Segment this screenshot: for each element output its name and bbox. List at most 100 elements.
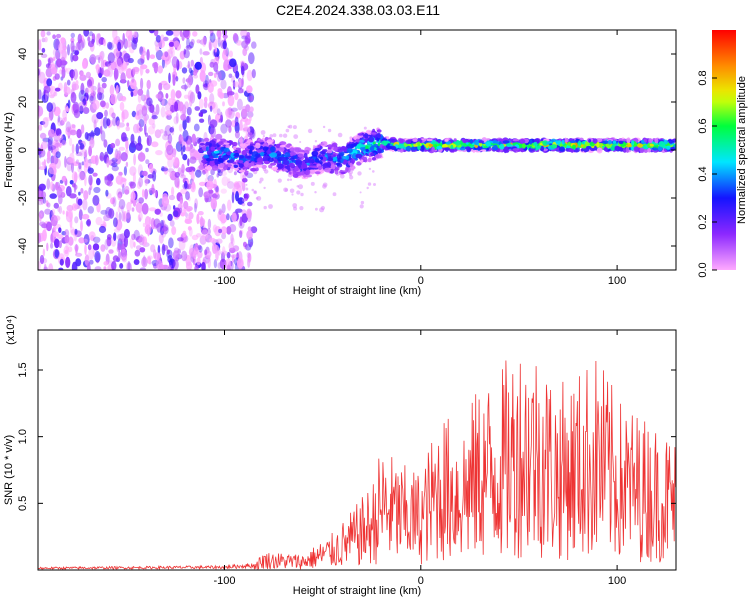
ridge-cell: [561, 140, 565, 145]
y-tick-label: 0: [17, 147, 29, 153]
noise-cell: [83, 30, 90, 37]
noise-cell: [163, 83, 171, 91]
ridge-cell: [227, 162, 232, 168]
noise-cell: [226, 213, 230, 221]
ridge-cell: [233, 153, 240, 157]
noise-cell: [179, 199, 183, 208]
noise-cell: [41, 47, 46, 53]
ridge-cell: [279, 156, 287, 161]
noise-cell: [84, 132, 89, 140]
ridge-cell: [351, 149, 358, 155]
noise-cell: [147, 255, 153, 260]
ridge-cell: [512, 138, 519, 142]
noise-cell: [141, 189, 145, 198]
noise-cell: [199, 118, 205, 123]
noise-cell: [136, 181, 142, 190]
noise-cell: [141, 256, 148, 268]
noise-cell: [82, 98, 87, 106]
noise-cell: [221, 176, 229, 187]
ridge-cell: [255, 142, 261, 149]
ridge-cell: [237, 149, 242, 154]
noise-cell: [198, 112, 203, 117]
noise-cell: [227, 199, 232, 211]
ridge-cell: [542, 148, 549, 152]
noise-cell: [138, 119, 145, 128]
colorbar-label: Normalized spectral amplitude: [736, 76, 748, 224]
noise-cell: [91, 85, 97, 91]
noise-cell: [139, 247, 146, 253]
faint-cell: [245, 183, 248, 186]
noise-cell: [187, 90, 194, 102]
noise-cell: [82, 238, 88, 243]
noise-cell: [160, 106, 166, 118]
noise-cell: [221, 246, 226, 257]
noise-cell: [71, 143, 75, 154]
ridge-cell: [203, 137, 210, 142]
snr-line: [38, 360, 676, 571]
ridge-cell: [315, 158, 318, 163]
noise-cell: [187, 60, 190, 69]
noise-cell: [80, 82, 85, 95]
ridge-cell: [453, 138, 457, 142]
x-tick-label: -100: [213, 275, 235, 287]
ridge-cell: [314, 171, 321, 175]
faint-cell: [337, 132, 343, 138]
noise-cell: [140, 77, 144, 90]
faint-cell: [269, 134, 274, 138]
noise-cell: [82, 107, 90, 114]
ridge-cell: [455, 140, 461, 146]
ridge-cell: [277, 163, 284, 169]
noise-cell: [88, 166, 91, 172]
ridge-cell: [399, 138, 404, 144]
noise-cell: [207, 175, 214, 182]
noise-cell: [88, 231, 96, 241]
noise-cell: [71, 81, 77, 91]
faint-cell: [298, 184, 303, 190]
noise-cell: [112, 196, 117, 207]
noise-cell: [133, 241, 136, 248]
faint-cell: [289, 178, 293, 181]
noise-cell: [138, 234, 145, 246]
noise-cell: [208, 189, 214, 194]
noise-cell: [115, 84, 119, 95]
noise-cell: [169, 127, 174, 133]
noise-cell: [190, 59, 195, 67]
noise-cell: [147, 225, 150, 237]
noise-cell: [204, 249, 208, 256]
noise-cell: [216, 108, 221, 116]
faint-cell: [360, 200, 365, 205]
faint-cell: [287, 125, 291, 129]
noise-cell: [113, 217, 118, 228]
y-tick-label: -20: [17, 190, 29, 206]
noise-cell: [43, 85, 51, 94]
noise-cell: [248, 52, 255, 65]
ridge-cell: [502, 140, 510, 144]
noise-cell: [208, 71, 214, 77]
noise-cell: [206, 180, 214, 191]
noise-cell: [162, 133, 170, 141]
faint-cell: [332, 192, 337, 197]
noise-cell: [168, 98, 173, 107]
ridge-cell: [322, 149, 328, 153]
noise-cell: [52, 231, 59, 237]
noise-cell: [48, 109, 54, 121]
faint-cell: [315, 207, 318, 211]
noise-cell: [76, 128, 82, 139]
noise-cell: [53, 106, 61, 117]
noise-cell: [79, 70, 84, 76]
noise-cell: [133, 153, 137, 166]
noise-cell: [159, 129, 164, 134]
faint-cell: [241, 202, 246, 207]
noise-cell: [89, 137, 95, 149]
noise-cell: [245, 243, 252, 251]
noise-cell: [193, 123, 200, 132]
noise-cell: [117, 194, 122, 201]
ridge-cell: [266, 139, 273, 144]
noise-cell: [54, 249, 60, 258]
ridge-cell: [220, 146, 225, 152]
noise-cell: [218, 208, 222, 215]
noise-cell: [207, 218, 212, 230]
noise-cell: [38, 210, 45, 219]
noise-cell: [228, 224, 237, 233]
